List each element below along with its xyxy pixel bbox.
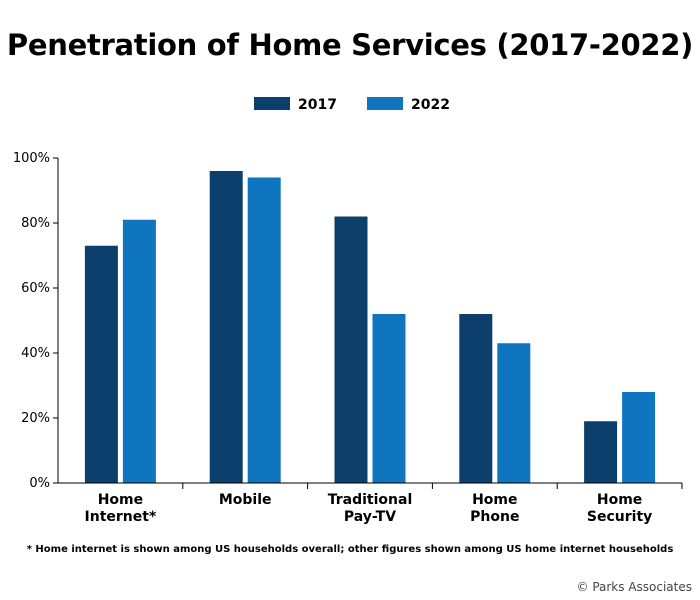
bar-2017 [84, 245, 118, 483]
bar-2022 [247, 177, 281, 483]
bar-2017 [584, 421, 618, 483]
x-category-label: Home Phone [470, 492, 519, 525]
legend-label-2022: 2022 [411, 97, 450, 113]
bar-2022 [122, 219, 156, 483]
y-tick-label: 20% [21, 411, 50, 426]
chart-title: Penetration of Home Services (2017-2022) [6, 28, 694, 62]
x-category-label: Mobile [219, 492, 272, 508]
x-axis: Home Internet* Mobile Traditional Pay-TV Home… [58, 482, 683, 525]
copyright-text: © Parks Associates [576, 580, 693, 594]
y-tick-label: 100% [13, 151, 50, 166]
y-axis: 0% 20% 40% 60% 80% 100% [13, 151, 59, 491]
bar-2017 [209, 171, 243, 483]
y-tick-label: 40% [21, 346, 50, 361]
x-category-label: Home Security [587, 492, 652, 525]
footnote: * Home internet is shown among US househ… [26, 544, 674, 555]
x-category-label: Home Internet* [85, 492, 157, 525]
y-tick-label: 80% [21, 216, 50, 231]
legend-swatch-2022 [367, 97, 403, 110]
y-tick-label: 60% [21, 281, 50, 296]
x-category-label: Traditional Pay-TV [328, 492, 413, 525]
y-tick-label: 0% [29, 476, 50, 491]
bar-2022 [372, 314, 406, 483]
bars [84, 171, 656, 483]
bar-2017 [334, 216, 368, 483]
bar-2022 [622, 392, 656, 483]
legend-label-2017: 2017 [298, 97, 337, 113]
legend-swatch-2017 [254, 97, 290, 110]
bar-2017 [459, 314, 493, 483]
legend: 2017 2022 [254, 97, 450, 113]
bar-2022 [497, 343, 531, 483]
